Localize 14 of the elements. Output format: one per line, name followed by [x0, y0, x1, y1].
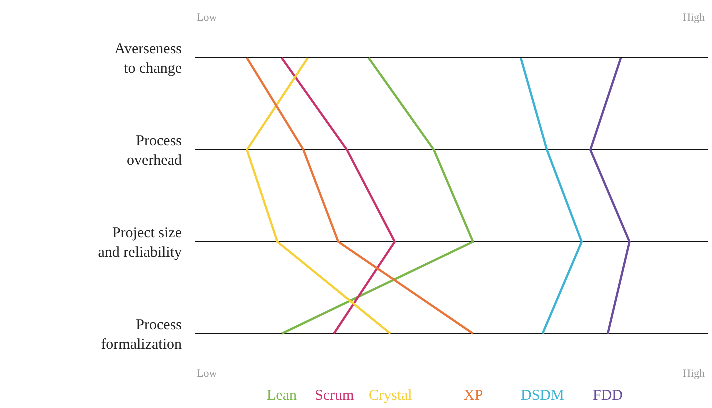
- text: Lean: [267, 388, 298, 404]
- y-tick-label: Project size and reliability: [98, 225, 182, 261]
- text: Crystal: [369, 388, 412, 404]
- annotation: Low: [197, 12, 218, 24]
- y-tick-label: Process formalization: [101, 317, 182, 353]
- text: FDD: [593, 388, 624, 404]
- annotation: Low: [197, 368, 218, 380]
- text: High: [683, 12, 706, 24]
- text: Scrum: [315, 388, 354, 404]
- text: DSDM: [521, 388, 564, 404]
- y-tick-label: Averseness to change: [114, 42, 182, 78]
- text: XP: [464, 388, 484, 404]
- y-tick-label: Process overhead: [127, 134, 182, 170]
- text: High: [683, 368, 706, 380]
